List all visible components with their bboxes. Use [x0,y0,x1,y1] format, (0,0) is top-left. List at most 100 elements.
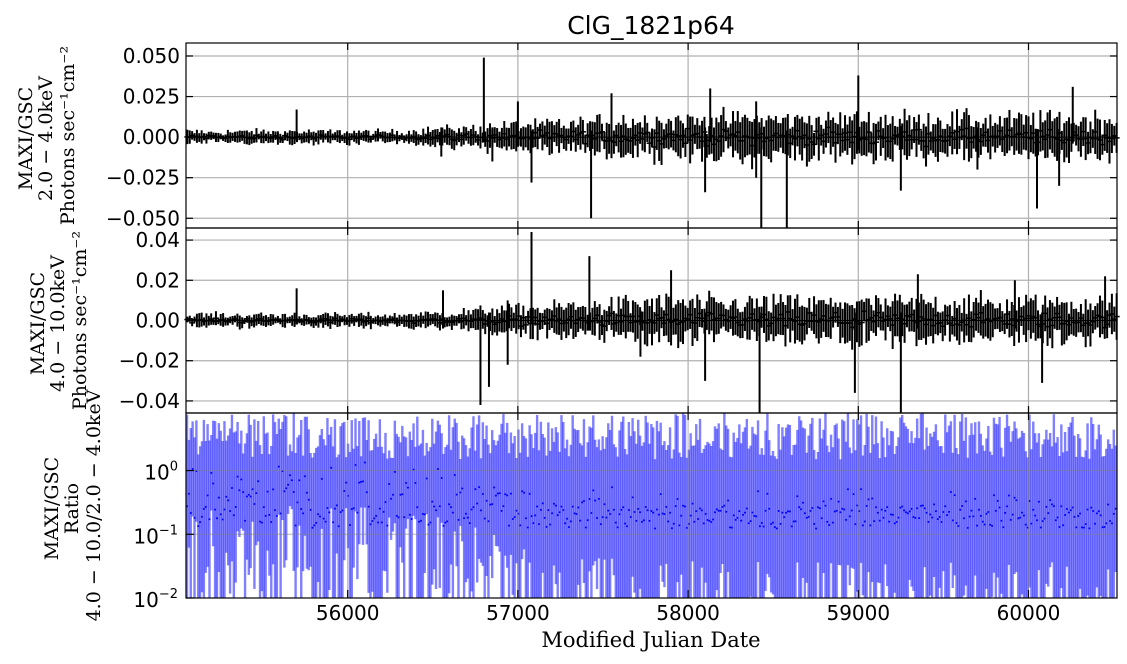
ratio-point [537,523,540,526]
ratio-point [1086,508,1089,511]
ratio-point [214,508,217,511]
ratio-point [676,497,679,500]
ratio-point [551,512,554,515]
series-middle [184,232,1120,413]
ratio-point [910,507,913,510]
ratio-point [358,481,361,484]
ratio-point [1015,499,1018,502]
ratio-point [693,520,696,523]
ratio-point [191,467,194,470]
ratio-point [390,497,393,500]
ratio-point [635,519,638,522]
ratio-point [461,487,464,490]
ratio-point [332,521,335,524]
ratio-point [371,519,374,522]
ratio-point [494,494,497,497]
ratio-point [622,506,625,509]
ratio-point [597,497,600,500]
ratio-point [1019,516,1022,519]
ratio-point [511,518,514,521]
ratio-point [275,515,278,518]
ratio-point [582,500,585,503]
ratio-point [728,526,731,529]
ratio-point [564,522,567,525]
ratio-point [1009,518,1012,521]
ratio-point [878,519,881,522]
ratio-point [556,514,559,517]
ratio-point [549,523,552,526]
ratio-point [1028,500,1031,503]
ratio-point [221,518,224,521]
ratio-point [406,486,409,489]
ratio-point [303,475,306,478]
ylabel-middle: MAXI/GSC 4.0 − 10.0keV Photons sec⁻¹cm⁻² [27,231,91,410]
ratio-point [886,506,889,509]
ratio-point [266,490,269,493]
ratio-point [489,503,492,506]
ratio-point [824,504,827,507]
ratio-point [313,524,316,527]
ratio-point [1082,526,1085,529]
ratio-point [567,526,570,529]
ratio-point [1050,503,1053,506]
ratio-point [1088,527,1091,530]
ratio-point [1110,522,1113,525]
ratio-point [463,517,466,520]
ratio-point [854,523,857,526]
ratio-point [1043,517,1046,520]
ratio-point [977,508,980,511]
ylabel-top-line3: Photons sec⁻¹cm⁻² [57,46,79,225]
ratio-point [624,522,627,525]
ratio-point [828,524,831,527]
ratio-point [420,519,423,522]
ratio-point [772,521,775,524]
ratio-point [792,520,795,523]
ratio-point [378,507,381,510]
ratio-point [234,506,237,509]
x-tick-label: 56000 [316,601,380,625]
ratio-point [745,507,748,510]
ratio-point [307,498,310,501]
ratio-point [891,513,894,516]
ratio-point [200,515,203,518]
ratio-point [659,493,662,496]
ratio-point [315,521,318,524]
ratio-point [650,510,653,513]
ratio-point [376,521,379,524]
ratio-point [552,502,555,505]
x-ticks: 56000 57000 58000 59000 60000 [316,413,1060,625]
ratio-point [1071,506,1074,509]
ratio-point [700,509,703,512]
ratio-point [1021,511,1024,514]
ratio-point [393,470,396,473]
ratio-point [1000,519,1003,522]
ratio-point [981,520,984,523]
ratio-point [1002,526,1005,529]
ratio-point [807,515,810,518]
ratio-point [1047,512,1050,515]
ratio-point [732,514,735,517]
ratio-point [923,507,926,510]
ratio-point [985,512,988,515]
ratio-point [933,503,936,506]
ratio-point [996,499,999,502]
ratio-point [925,511,928,514]
ratio-point [459,491,462,494]
ratio-point [599,523,602,526]
ratio-point [187,492,190,495]
ratio-point [994,509,997,512]
ratio-point [730,526,733,529]
ratio-point [949,491,952,494]
ratio-point [524,517,527,520]
ratio-point [781,511,784,514]
ratio-point [803,512,806,515]
y-tick-label: 10−1 [133,523,178,548]
ratio-point [979,514,982,517]
ratio-point [401,493,404,496]
ratio-point [225,495,228,498]
ratio-point [584,526,587,529]
ratio-point [245,495,248,498]
ratio-point [483,517,486,520]
ratio-point [712,518,715,521]
